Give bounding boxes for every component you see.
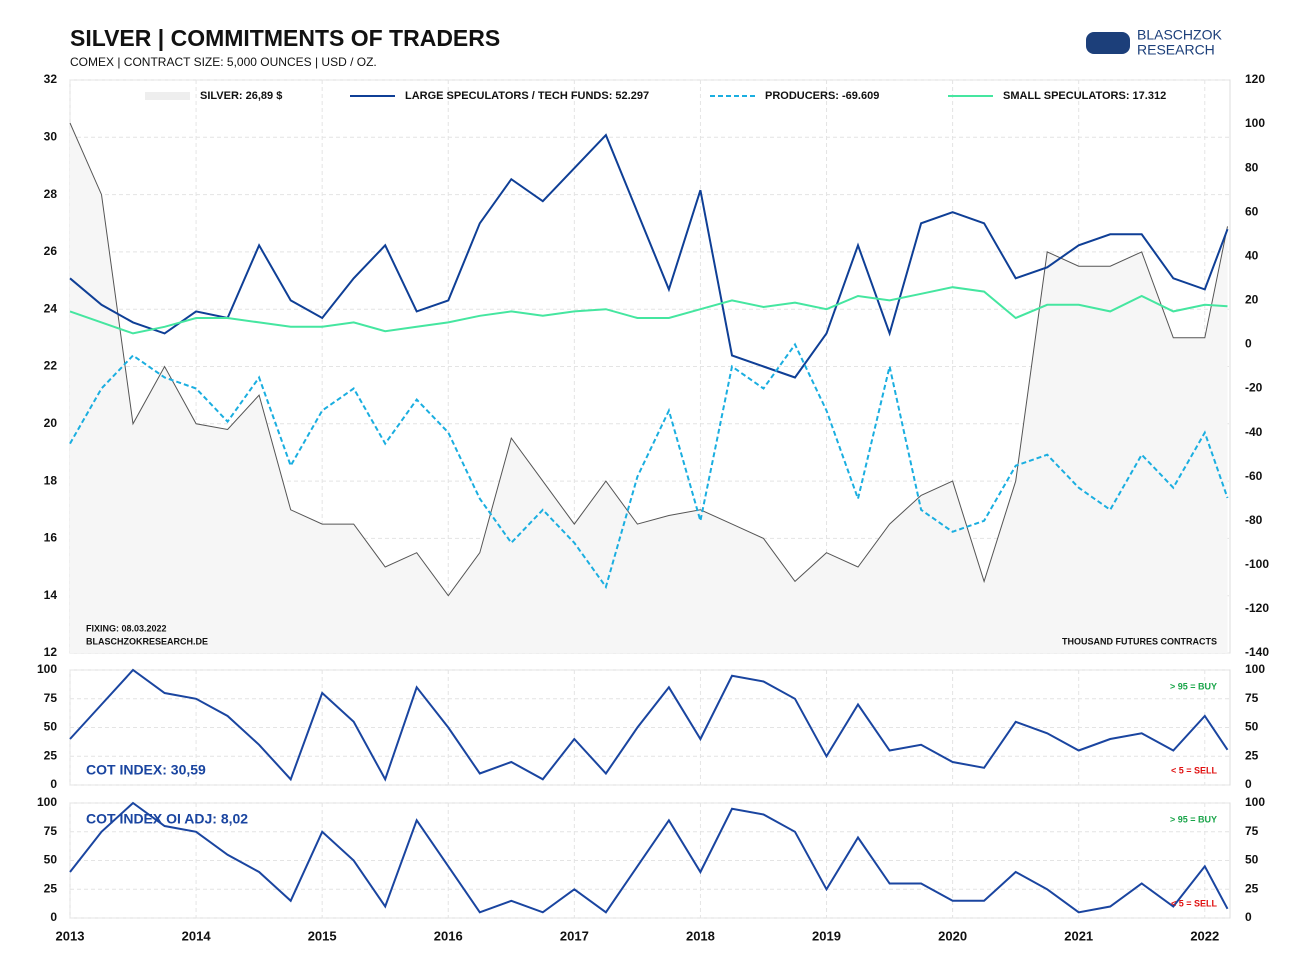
y2-tick-label: 25 [1245,748,1259,762]
x-tick-label: 2016 [434,928,463,943]
y-tick-label: 24 [44,301,58,315]
y-tick-label: 100 [37,795,57,809]
y-tick-label: 20 [44,416,58,430]
y2-tick-label: -120 [1245,601,1269,615]
y-tick-label: 0 [50,777,57,791]
y2-tick-label: -20 [1245,381,1263,395]
logo-icon [1086,32,1130,54]
y-tick-label: 12 [44,645,58,659]
y2-tick-label: -140 [1245,645,1269,659]
y2-tick-label: 50 [1245,853,1259,867]
y-tick-label: 75 [44,824,58,838]
chart-title: SILVER | COMMITMENTS OF TRADERS [70,25,500,51]
y-tick-label: 26 [44,244,58,258]
y2-tick-label: 100 [1245,795,1265,809]
series-line [69,342,1229,590]
y-tick-label: 32 [44,72,58,86]
series-line [69,801,1229,914]
y-tick-label: 50 [44,720,58,734]
note: FIXING: 08.03.2022 [86,623,167,633]
y-tick-label: 0 [50,910,57,924]
y2-tick-label: 60 [1245,204,1259,218]
y2-tick-label: -80 [1245,513,1263,527]
y-tick-label: 16 [44,531,58,545]
x-tick-label: 2013 [56,928,85,943]
legend-label: SMALL SPECULATORS: 17.312 [1003,90,1166,102]
y2-tick-label: 0 [1245,777,1252,791]
x-tick-label: 2014 [182,928,212,943]
x-tick-label: 2020 [938,928,967,943]
y2-tick-label: 0 [1245,337,1252,351]
y2-tick-label: 100 [1245,116,1265,130]
note: > 95 = BUY [1170,681,1217,691]
series-label: COT INDEX OI ADJ: 8,02 [86,811,248,827]
y2-tick-label: 20 [1245,293,1259,307]
note: BLASCHZOKRESEARCH.DE [86,636,208,646]
x-tick-label: 2019 [812,928,841,943]
y-tick-label: 25 [44,881,58,895]
x-tick-label: 2017 [560,928,589,943]
y2-tick-label: 75 [1245,824,1259,838]
y-tick-label: 18 [44,473,58,487]
logo-text: RESEARCH [1137,42,1215,58]
y-tick-label: 14 [44,588,58,602]
series-line [69,122,1228,597]
x-tick-label: 2021 [1064,928,1093,943]
series-line [69,286,1228,335]
series-label: COT INDEX: 30,59 [86,762,206,778]
y2-tick-label: -40 [1245,425,1263,439]
y2-tick-label: 0 [1245,910,1252,924]
y-tick-label: 28 [44,187,58,201]
y-tick-label: 30 [44,129,58,143]
plot-area [69,669,1231,786]
y2-tick-label: 120 [1245,72,1265,86]
note: < 5 = SELL [1171,765,1218,775]
note: < 5 = SELL [1171,898,1218,908]
y2-tick-label: 100 [1245,662,1265,676]
y2-tick-label: 25 [1245,881,1259,895]
y2-tick-label: 40 [1245,248,1259,262]
chart-subtitle: COMEX | CONTRACT SIZE: 5,000 OUNCES | US… [70,55,377,69]
y-tick-label: 100 [37,662,57,676]
note: > 95 = BUY [1170,814,1217,824]
y-tick-label: 25 [44,748,58,762]
y2-tick-label: 80 [1245,160,1259,174]
series-area [70,123,1228,653]
logo-text: BLASCHZOK [1137,27,1222,43]
x-tick-label: 2015 [308,928,337,943]
y-tick-label: 75 [44,691,58,705]
x-tick-label: 2022 [1190,928,1219,943]
x-tick-label: 2018 [686,928,715,943]
series-line [69,668,1229,782]
series-line [69,133,1229,379]
note: THOUSAND FUTURES CONTRACTS [1062,636,1217,646]
y-tick-label: 22 [44,359,58,373]
y2-tick-label: 50 [1245,720,1259,734]
y-tick-label: 50 [44,853,58,867]
logo: BLASCHZOK RESEARCH [1086,27,1222,58]
legend-label: PRODUCERS: -69.609 [765,90,879,102]
y2-tick-label: -60 [1245,469,1263,483]
y2-tick-label: -100 [1245,557,1269,571]
legend-label: SILVER: 26,89 $ [200,90,282,102]
y2-tick-label: 75 [1245,691,1259,705]
legend-label: LARGE SPECULATORS / TECH FUNDS: 52.297 [405,90,649,102]
